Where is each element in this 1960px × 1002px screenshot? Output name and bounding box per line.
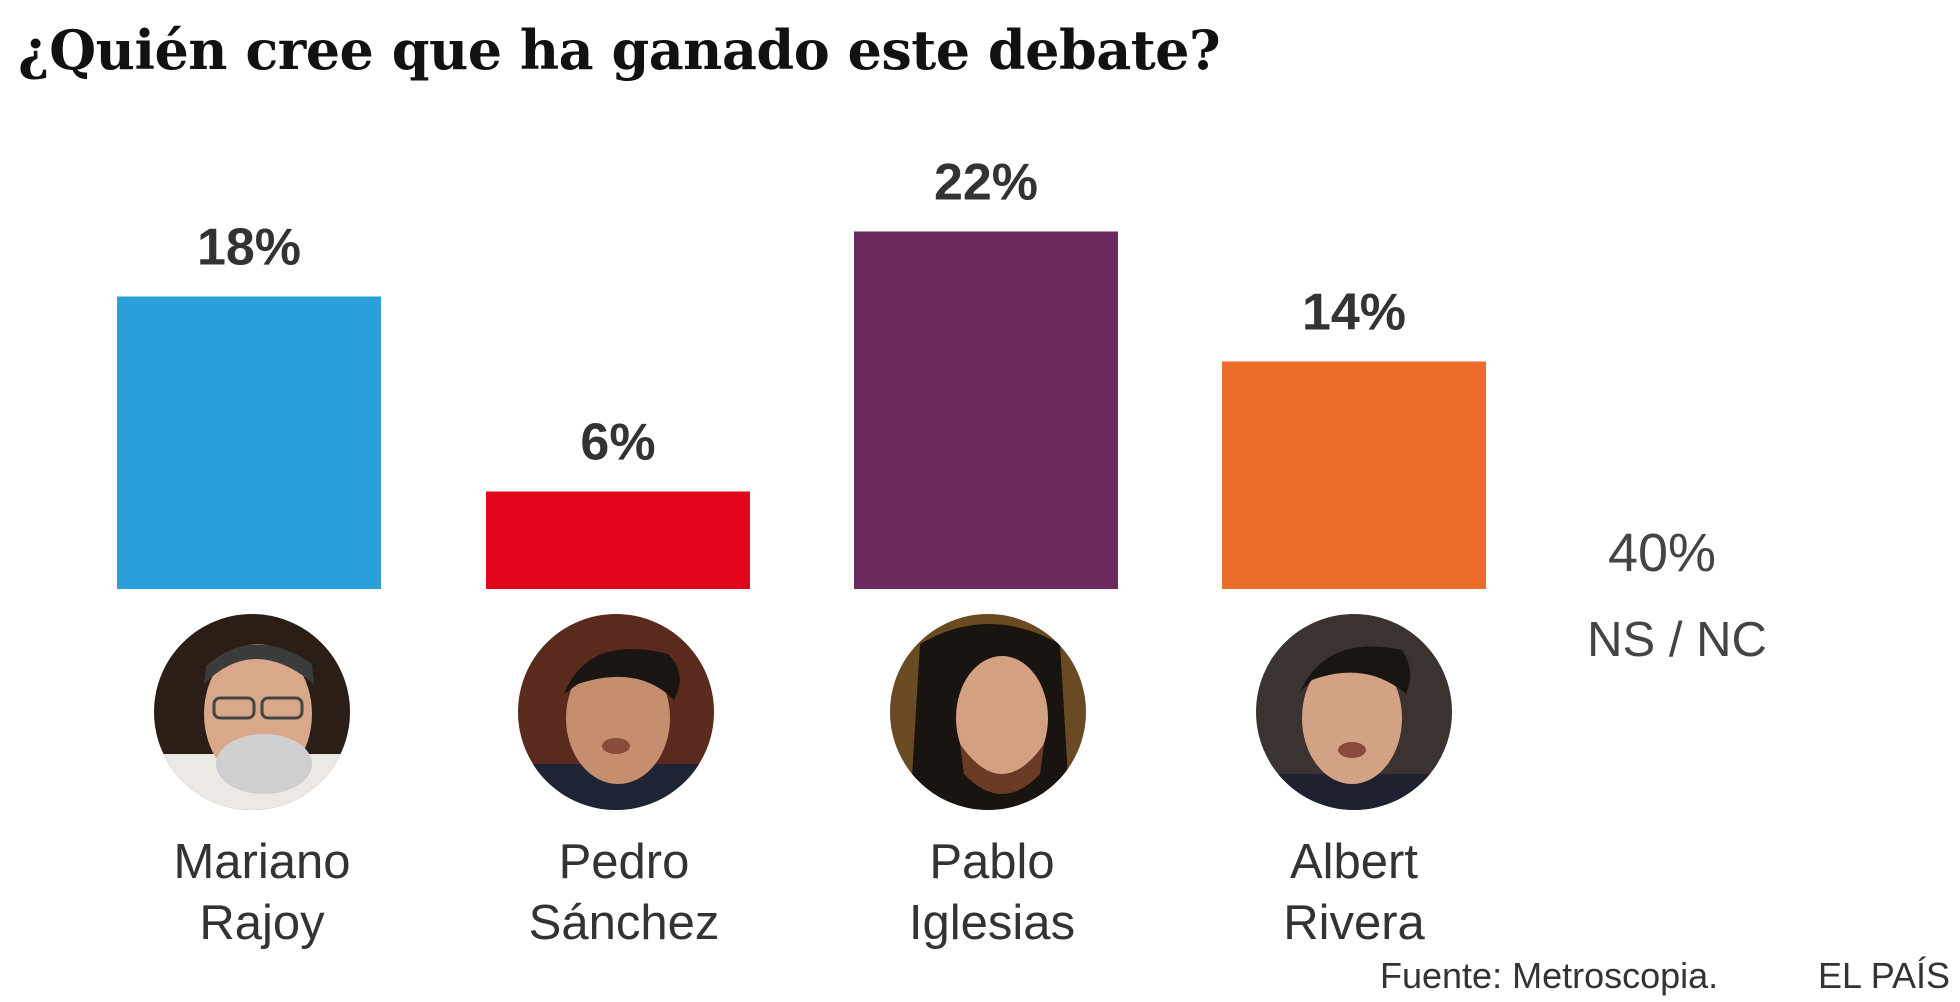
candidate-name-rajoy: Mariano Rajoy (102, 832, 422, 954)
candidate-first-name: Mariano (173, 835, 351, 889)
candidate-first-name: Pedro (558, 835, 690, 889)
value-label-rajoy: 18% (197, 219, 301, 277)
candidate-name-sanchez: Pedro Sánchez (464, 832, 784, 954)
candidate-last-name: Rajoy (199, 896, 325, 950)
bar-sanchez (486, 491, 750, 589)
brand-label: EL PAÍS (1818, 955, 1951, 996)
candidate-name-rivera: Albert Rivera (1194, 832, 1514, 954)
candidate-last-name: Rivera (1283, 896, 1425, 950)
source-note: Fuente: Metroscopia. (1380, 955, 1719, 996)
bar-rajoy (117, 296, 381, 589)
bar-iglesias (854, 231, 1118, 589)
candidate-first-name: Albert (1289, 835, 1418, 889)
value-label-sanchez: 6% (580, 414, 655, 472)
bar-rivera (1222, 361, 1486, 589)
portrait-rajoy (154, 614, 350, 810)
portrait-iglesias (890, 614, 1086, 810)
ns-nc-value: 40% (1607, 523, 1717, 583)
chart-title: ¿Quién cree que ha ganado este debate? (18, 18, 1221, 82)
ns-nc-label: NS / NC (1587, 613, 1767, 667)
portrait-rivera (1256, 614, 1452, 810)
value-label-rivera: 14% (1302, 284, 1406, 342)
candidate-last-name: Iglesias (908, 896, 1076, 950)
candidate-last-name: Sánchez (528, 896, 720, 950)
candidate-name-iglesias: Pablo Iglesias (832, 832, 1152, 954)
value-label-iglesias: 22% (934, 154, 1038, 212)
candidate-first-name: Pablo (929, 835, 1055, 889)
portrait-sanchez (518, 614, 714, 810)
